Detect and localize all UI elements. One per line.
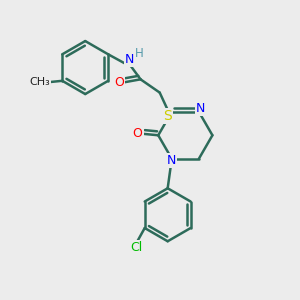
Text: N: N [167,154,176,167]
Text: CH₃: CH₃ [29,77,50,87]
Text: S: S [163,109,171,123]
Text: N: N [196,102,205,116]
Text: Cl: Cl [130,241,142,254]
Text: H: H [135,47,144,60]
Text: N: N [125,53,134,66]
Text: O: O [133,127,142,140]
Text: O: O [114,76,124,89]
